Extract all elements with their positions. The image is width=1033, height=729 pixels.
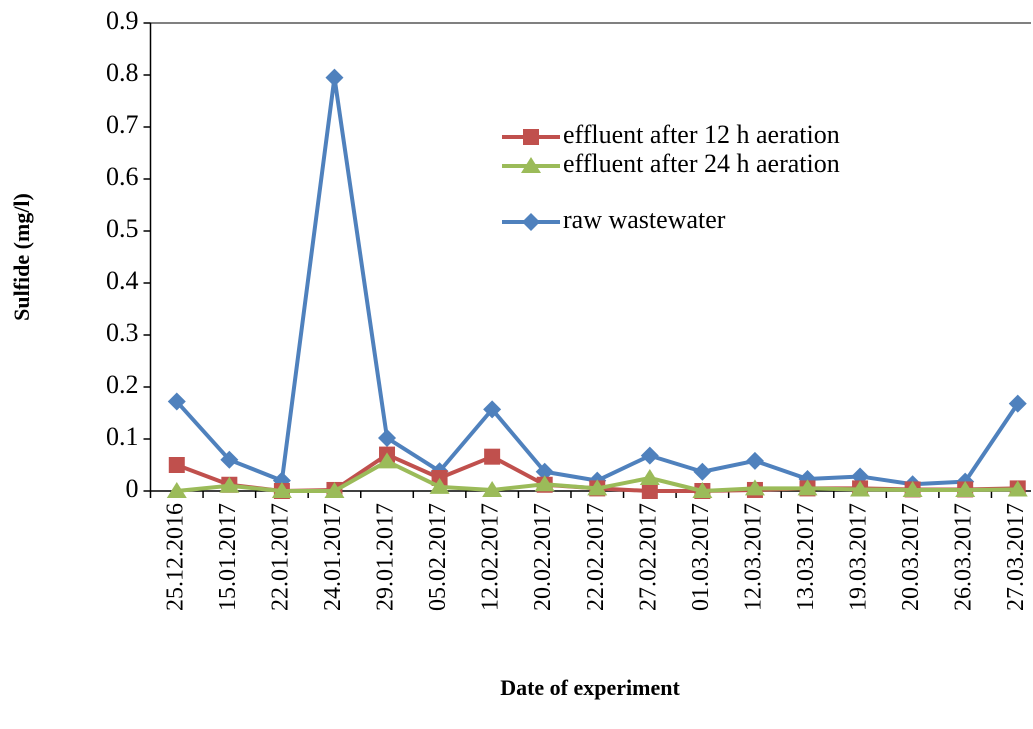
x-tick-label: 22.02.2017 xyxy=(583,503,609,611)
data-point xyxy=(429,477,450,494)
data-point xyxy=(378,428,397,447)
x-tick-label: 29.01.2017 xyxy=(373,503,399,611)
y-axis-title: Sulfide (mg/l) xyxy=(9,193,34,321)
data-point xyxy=(587,479,608,496)
x-tick-label: 24.01.2017 xyxy=(320,503,346,611)
data-point xyxy=(902,480,923,497)
data-point xyxy=(271,482,292,498)
data-point xyxy=(955,480,976,497)
x-tick-label: 13.03.2017 xyxy=(793,503,819,611)
legend-marker xyxy=(523,129,539,145)
legend-marker xyxy=(522,213,540,231)
data-point xyxy=(324,482,345,498)
data-point xyxy=(168,457,185,473)
data-point xyxy=(483,400,502,419)
x-tick-label: 25.12.2016 xyxy=(162,503,188,611)
data-point xyxy=(535,462,554,481)
x-tick-label: 12.03.2017 xyxy=(740,503,766,611)
data-point xyxy=(325,68,344,87)
data-point xyxy=(220,450,239,469)
x-tick-label: 27.03.2017 xyxy=(1003,503,1029,611)
data-point xyxy=(850,480,871,497)
data-point xyxy=(1008,394,1027,413)
y-tick-label: 0.7 xyxy=(106,110,139,139)
data-point xyxy=(692,482,713,498)
data-point xyxy=(693,462,712,481)
y-tick-label: 0.2 xyxy=(106,370,139,399)
x-tick-label: 20.03.2017 xyxy=(898,503,924,611)
data-point xyxy=(640,446,659,465)
y-tick-label: 0.1 xyxy=(106,422,139,451)
legend-label: raw wastewater xyxy=(563,205,726,234)
x-tick-label: 22.01.2017 xyxy=(267,503,293,611)
data-point xyxy=(639,469,660,485)
y-tick-label: 0.6 xyxy=(106,162,139,191)
legend-label: effluent after 24 h aeration xyxy=(563,149,840,178)
y-tick-label: 0.8 xyxy=(106,58,139,87)
y-tick-label: 0 xyxy=(126,474,139,503)
legend-label: effluent after 12 h aeration xyxy=(563,120,840,149)
legend-marker xyxy=(521,157,541,173)
data-point xyxy=(534,475,555,492)
data-point xyxy=(484,448,501,465)
x-tick-label: 20.02.2017 xyxy=(530,503,556,611)
data-point xyxy=(744,479,765,496)
y-tick-label: 0.4 xyxy=(106,266,139,295)
y-tick-label: 0.3 xyxy=(106,318,139,347)
x-tick-label: 26.03.2017 xyxy=(951,503,977,611)
data-point xyxy=(482,480,503,497)
x-tick-label: 01.03.2017 xyxy=(688,503,714,611)
data-point xyxy=(167,392,186,411)
data-point xyxy=(377,452,398,469)
x-axis-title: Date of experiment xyxy=(500,675,680,700)
x-tick-label: 19.03.2017 xyxy=(846,503,872,611)
data-point xyxy=(219,476,240,493)
y-tick-label: 0.9 xyxy=(106,6,139,35)
data-point xyxy=(641,483,658,499)
x-tick-label: 27.02.2017 xyxy=(635,503,661,611)
x-tick-label: 12.02.2017 xyxy=(478,503,504,611)
data-point xyxy=(1007,480,1028,497)
data-point xyxy=(745,451,764,470)
x-tick-label: 05.02.2017 xyxy=(425,503,451,611)
x-tick-label: 15.01.2017 xyxy=(215,503,241,611)
data-point xyxy=(166,482,187,498)
data-point xyxy=(797,479,818,496)
y-tick-label: 0.5 xyxy=(106,214,139,243)
